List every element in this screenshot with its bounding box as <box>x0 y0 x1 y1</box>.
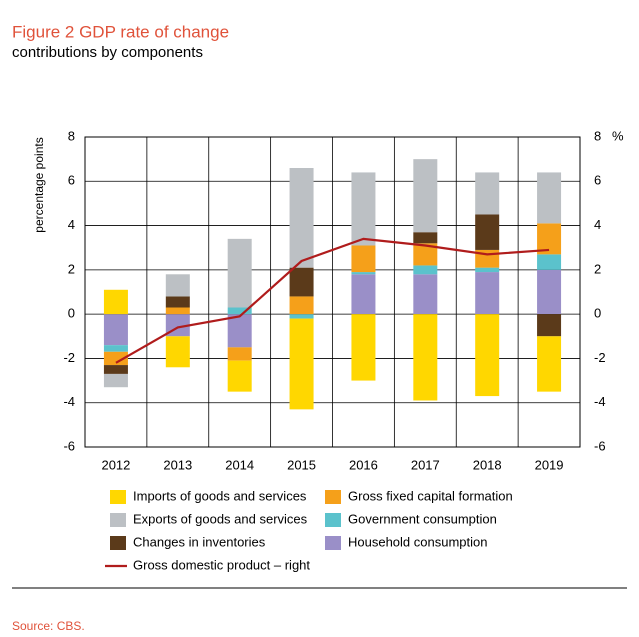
bar-segment <box>537 314 562 337</box>
legend-label: Household consumption <box>348 534 487 549</box>
y-tick-label: 0 <box>68 306 75 321</box>
bar-segment <box>413 159 438 233</box>
bar-segment <box>289 314 314 319</box>
y2-tick-label: 8 <box>594 128 601 143</box>
bar-segment <box>289 296 314 315</box>
x-tick-label: 2018 <box>473 457 502 472</box>
bar-segment <box>413 243 438 266</box>
bar-segment <box>537 223 562 255</box>
chart-subtitle: contributions by components <box>12 44 203 61</box>
bar-segment <box>227 238 252 308</box>
bar-segment <box>351 245 376 273</box>
bar-segment <box>537 172 562 224</box>
bar-segment <box>103 351 128 366</box>
bar-segment <box>351 274 376 315</box>
bar-segment <box>413 274 438 315</box>
bar-segment <box>227 347 252 361</box>
y2-tick-label: 6 <box>594 173 601 188</box>
x-tick-label: 2012 <box>101 457 130 472</box>
y-tick-label: 4 <box>68 217 75 232</box>
legend-label: Gross domestic product – right <box>133 557 310 572</box>
y2-tick-label: 0 <box>594 306 601 321</box>
bar-segment <box>475 272 500 315</box>
bar-segment <box>227 360 252 392</box>
bar-segment <box>351 172 376 246</box>
bar-segment <box>537 336 562 392</box>
bar-segment <box>413 265 438 275</box>
chart-title: Figure 2 GDP rate of change <box>12 22 229 41</box>
bar-segment <box>289 168 314 268</box>
bar-segment <box>103 314 128 346</box>
x-tick-label: 2014 <box>225 457 254 472</box>
bar-segment <box>227 307 252 315</box>
bar-segment <box>475 172 500 215</box>
legend-label: Imports of goods and services <box>133 488 307 503</box>
legend-swatch <box>325 536 341 550</box>
source: Source: CBS. <box>12 619 85 633</box>
legend-label: Gross fixed capital formation <box>348 488 513 503</box>
bar-segment <box>165 307 190 315</box>
bar-segment <box>103 365 128 374</box>
bar-segment <box>351 272 376 275</box>
legend-label: Government consumption <box>348 511 497 526</box>
y2-axis-label: % <box>612 128 624 143</box>
y-tick-label: -4 <box>63 394 75 409</box>
bar-segment <box>475 267 500 273</box>
y-tick-label: -6 <box>63 438 75 453</box>
x-tick-label: 2016 <box>349 457 378 472</box>
bar-segment <box>165 274 190 297</box>
plot-border <box>84 136 581 448</box>
y-tick-label: 8 <box>68 128 75 143</box>
x-tick-label: 2017 <box>411 457 440 472</box>
bar-segment <box>289 267 314 297</box>
y2-tick-label: -6 <box>594 438 606 453</box>
y-tick-label: -2 <box>63 350 75 365</box>
legend-swatch <box>110 513 126 527</box>
y2-tick-label: 4 <box>594 217 601 232</box>
bar-segment <box>537 269 562 315</box>
legend-swatch <box>110 536 126 550</box>
bar-segment <box>413 232 438 244</box>
bar-segment <box>165 336 190 368</box>
bar-segment <box>537 254 562 270</box>
bar-segment <box>475 214 500 250</box>
legend-swatch <box>325 513 341 527</box>
bar-segment <box>289 318 314 410</box>
y-tick-label: 6 <box>68 173 75 188</box>
bar-segment <box>165 296 190 308</box>
y2-tick-label: -2 <box>594 350 606 365</box>
legend-label: Changes in inventories <box>133 534 266 549</box>
bar-segment <box>103 373 128 388</box>
bar-segment <box>475 314 500 397</box>
x-tick-label: 2013 <box>163 457 192 472</box>
bar-segment <box>227 314 252 348</box>
bar-segment <box>351 314 376 381</box>
bar-segment <box>103 289 128 315</box>
y-axis-label: percentage points <box>32 137 46 232</box>
y2-tick-label: 2 <box>594 261 601 276</box>
line-series <box>115 237 550 364</box>
legend-swatch <box>325 490 341 504</box>
bar-segment <box>103 345 128 352</box>
bar-segment <box>413 314 438 401</box>
x-tick-label: 2019 <box>535 457 564 472</box>
legend-label: Exports of goods and services <box>133 511 308 526</box>
y-tick-label: 2 <box>68 261 75 276</box>
x-tick-label: 2015 <box>287 457 316 472</box>
legend-swatch <box>110 490 126 504</box>
y2-tick-label: -4 <box>594 394 606 409</box>
